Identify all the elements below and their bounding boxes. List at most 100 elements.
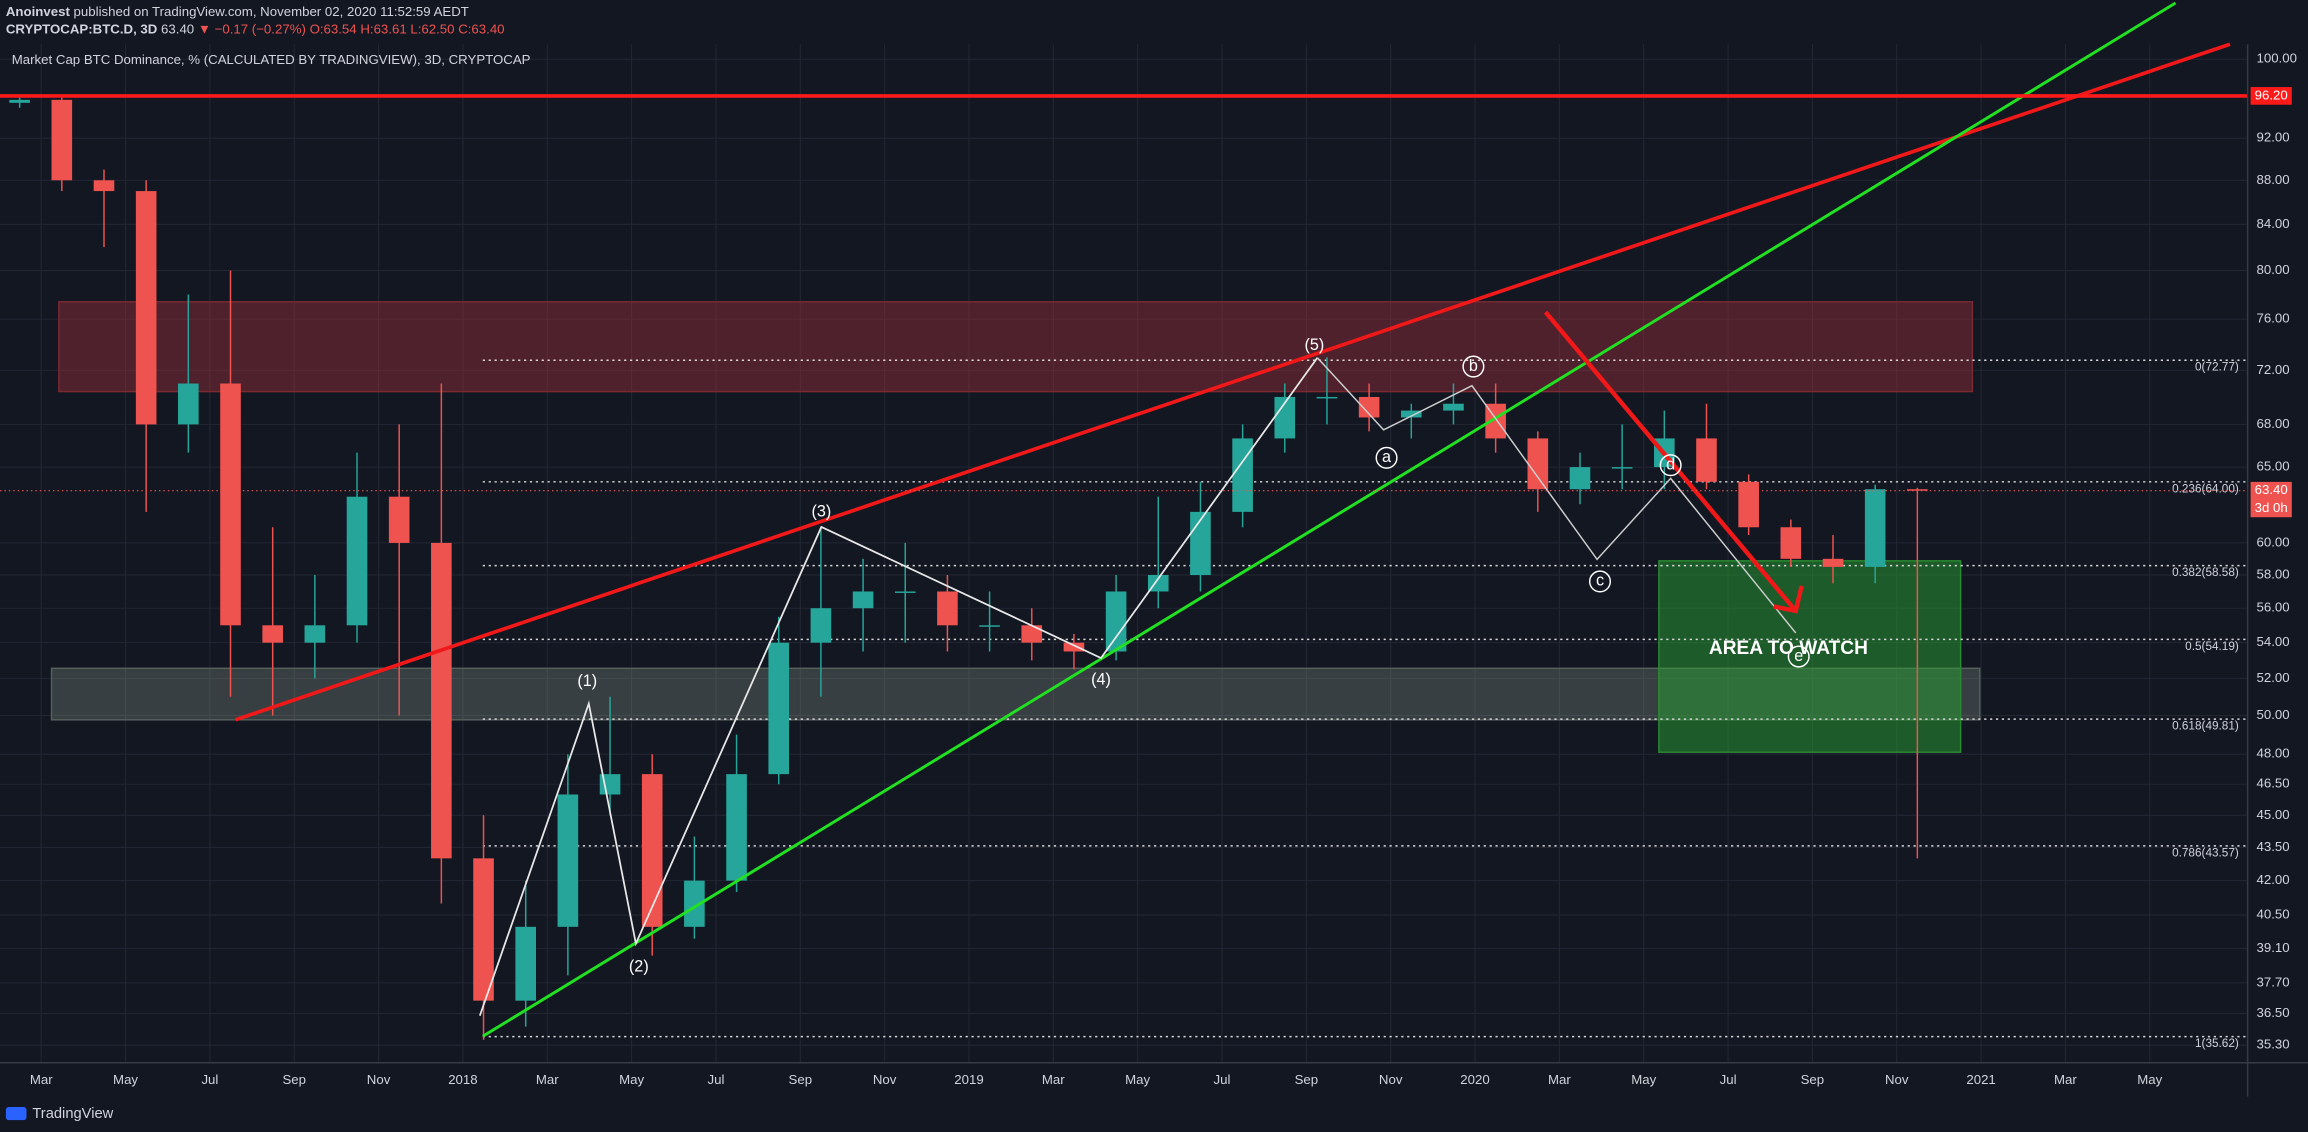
wave-circle [1659, 454, 1682, 477]
y-tick-label: 84.00 [2256, 216, 2289, 231]
arrow-head [1773, 585, 1804, 614]
candle-body [473, 858, 494, 1001]
arrow [1543, 310, 1798, 613]
publisher: Anoinvest [6, 3, 71, 18]
x-tick-label: Nov [367, 1072, 391, 1087]
y-tick-label: 50.00 [2256, 707, 2289, 722]
fib-label: 0.236(64.00) [2172, 482, 2239, 495]
candles [9, 95, 1928, 1040]
x-tick-label: 2019 [954, 1072, 983, 1087]
x-tick-label: Sep [282, 1072, 306, 1087]
candle-body [1274, 396, 1296, 439]
x-tick-label: Mar [30, 1072, 53, 1087]
area-note: AREA TO WATCH [1709, 638, 1868, 659]
y-tick-label: 45.00 [2256, 807, 2289, 822]
price-tag-label: 63.40 [2255, 482, 2288, 497]
candle-body [1822, 558, 1844, 567]
y-tick-label: 56.00 [2256, 600, 2289, 615]
x-tick-label: Jul [201, 1072, 218, 1087]
candle-body [1611, 467, 1633, 469]
candle-body [641, 774, 663, 927]
wave-circle [1375, 446, 1398, 469]
symbol: CRYPTOCAP:BTC.D, 3D [6, 21, 157, 36]
x-tick-label: May [113, 1072, 138, 1087]
wave-label: d [1666, 455, 1675, 473]
candle-body [515, 926, 537, 1001]
candle-body [1696, 438, 1717, 482]
candle-body [178, 383, 199, 425]
ohlc: O:63.54 H:63.61 L:62.50 C:63.40 [310, 21, 505, 36]
candle-body [1316, 396, 1338, 399]
wave-label: b [1469, 357, 1478, 375]
y-tick-label: 37.70 [2256, 974, 2289, 989]
chart-title: Market Cap BTC Dominance, % (CALCULATED … [12, 52, 531, 67]
resistance-zone [58, 301, 1974, 393]
candle-body [1443, 403, 1464, 411]
fib-label: 0.382(58.58) [2172, 566, 2239, 579]
x-tick-label: Mar [1548, 1072, 1571, 1087]
candle-body [1864, 489, 1886, 567]
candle-body [810, 608, 832, 643]
y-tick-label: 60.00 [2256, 534, 2289, 549]
y-tick-label: 100.00 [2256, 51, 2296, 66]
candle-body [93, 180, 115, 192]
candle-body [557, 794, 579, 927]
axis-labels: 100.00 92.00 88.00 84.00 80.00 76.00 72.00 68.0… [30, 51, 2297, 1087]
y-tick-label: 46.50 [2256, 776, 2289, 791]
x-tick-label: Sep [1801, 1072, 1825, 1087]
x-tick-label: Nov [1885, 1072, 1909, 1087]
wave-label: (2) [629, 957, 649, 975]
x-tick-label: May [1125, 1072, 1150, 1087]
x-tick-label: 2018 [448, 1072, 477, 1087]
candle-body [726, 774, 747, 881]
candle-body [852, 591, 874, 609]
y-tick-label: 54.00 [2256, 634, 2289, 649]
candle-body [1021, 625, 1043, 643]
y-tick-label: 40.50 [2256, 907, 2289, 922]
countdown-label: 3d 0h [2255, 500, 2288, 515]
footer: TradingView [32, 1106, 113, 1122]
candle-body [684, 880, 705, 927]
x-tick-label: 2021 [1966, 1072, 1995, 1087]
y-tick-label: 80.00 [2256, 262, 2289, 277]
y-tick-label: 92.00 [2256, 130, 2289, 145]
candle-body [937, 591, 958, 626]
wave-circle [1462, 355, 1485, 378]
y-tick-label: 72.00 [2256, 362, 2289, 377]
candle-body [1358, 396, 1380, 418]
x-tick-label: Jul [707, 1072, 724, 1087]
candle-body [431, 542, 452, 859]
candle-body [979, 625, 1000, 627]
y-tick-label: 43.50 [2256, 839, 2289, 854]
impulse-wave [479, 357, 1319, 1016]
fib-label: 0.5(54.19) [2185, 640, 2239, 653]
wave-label: (5) [1305, 336, 1325, 354]
candle-body [1738, 481, 1759, 528]
y-tick-label: 88.00 [2256, 172, 2289, 187]
x-tick-label: May [2137, 1072, 2162, 1087]
candle-body [1063, 642, 1085, 652]
x-tick-label: Jul [1720, 1072, 1737, 1087]
candle-body [1527, 438, 1549, 490]
candle-body [1569, 467, 1591, 490]
candle-body [1105, 591, 1127, 652]
last: 63.40 [161, 21, 194, 36]
y-tick-label: 76.00 [2256, 311, 2289, 326]
x-tick-label: Mar [2054, 1072, 2077, 1087]
candle-body [304, 625, 326, 643]
x-tick-label: Jul [1214, 1072, 1231, 1087]
x-tick-label: Sep [789, 1072, 813, 1087]
wave-label: a [1382, 448, 1391, 466]
wave-label: c [1596, 572, 1604, 590]
correction-wave [1316, 357, 1797, 634]
wave-label: (1) [577, 672, 597, 690]
fib-label: 0.786(43.57) [2172, 846, 2239, 859]
change: ▼ −0.17 (−0.27%) [198, 21, 306, 36]
wave-circle [1787, 645, 1810, 668]
candle-body [220, 383, 241, 626]
fib-label: 1(35.62) [2195, 1037, 2239, 1050]
price-tag-label: 96.20 [2255, 87, 2288, 102]
wave-label: e [1794, 647, 1803, 665]
wave-circle [1588, 570, 1612, 593]
wave-labels: (1) (2) (3) (4) (5) a b c d e [577, 336, 1810, 975]
